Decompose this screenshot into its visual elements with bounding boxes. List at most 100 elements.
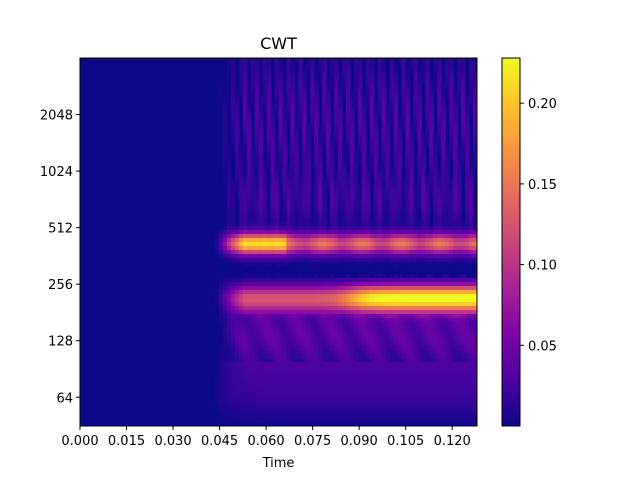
heatmap-cell	[282, 222, 288, 227]
heatmap-cell	[230, 418, 236, 423]
heatmap-cell	[421, 350, 426, 355]
heatmap-cell	[278, 70, 284, 75]
heatmap-cell	[349, 370, 355, 375]
heatmap-cell	[433, 214, 438, 219]
heatmap-cell	[246, 230, 252, 235]
heatmap-cell	[397, 282, 403, 287]
heatmap-cell	[262, 90, 268, 95]
heatmap-cell	[357, 322, 363, 327]
heatmap-cell	[393, 418, 399, 423]
heatmap-cell	[218, 398, 224, 403]
heatmap-cell	[238, 322, 244, 327]
heatmap-cell	[421, 190, 426, 195]
heatmap-cell	[449, 246, 454, 251]
heatmap-cell	[306, 314, 311, 319]
heatmap-cell	[377, 234, 383, 239]
heatmap-cell	[389, 418, 395, 423]
heatmap-cell	[262, 302, 268, 307]
heatmap-cell	[409, 126, 415, 131]
heatmap-cell	[250, 178, 256, 183]
heatmap-cell	[226, 58, 232, 63]
heatmap-cell	[310, 314, 315, 319]
heatmap-cell	[405, 294, 411, 299]
heatmap-cell	[222, 326, 228, 331]
heatmap-cell	[246, 98, 252, 103]
heatmap-cell	[441, 386, 446, 391]
heatmap-cell	[409, 130, 415, 135]
heatmap-cell	[222, 174, 228, 179]
heatmap-cell	[214, 302, 220, 307]
heatmap-cell	[242, 138, 248, 143]
heatmap-cell	[282, 382, 288, 387]
heatmap-cell	[246, 234, 252, 239]
heatmap-cell	[342, 150, 347, 155]
heatmap-cell	[413, 246, 419, 251]
heatmap-cell	[357, 114, 363, 119]
heatmap-cell	[453, 350, 458, 355]
heatmap-cell	[405, 162, 411, 167]
heatmap-cell	[409, 386, 415, 391]
heatmap-cell	[417, 78, 423, 83]
heatmap-cell	[298, 370, 303, 375]
heatmap-cell	[242, 230, 248, 235]
heatmap-cell	[457, 298, 462, 303]
heatmap-cell	[306, 162, 311, 167]
heatmap-cell	[349, 214, 355, 219]
heatmap-cell	[322, 186, 327, 191]
heatmap-cell	[353, 90, 359, 95]
heatmap-cell	[449, 86, 454, 91]
heatmap-cell	[349, 158, 355, 163]
heatmap-cell	[218, 378, 224, 383]
heatmap-cell	[409, 366, 415, 371]
heatmap-cell	[298, 66, 303, 71]
heatmap-cell	[365, 78, 371, 83]
heatmap-cell	[429, 166, 434, 171]
heatmap-cell	[342, 418, 347, 423]
heatmap-cell	[397, 210, 403, 215]
heatmap-cell	[365, 258, 371, 263]
heatmap-cell	[246, 146, 252, 151]
heatmap-cell	[397, 130, 403, 135]
heatmap-cell	[290, 250, 295, 255]
heatmap-cell	[294, 314, 299, 319]
heatmap-cell	[369, 386, 375, 391]
heatmap-cell	[278, 382, 284, 387]
heatmap-cell	[322, 286, 327, 291]
heatmap-cell	[365, 178, 371, 183]
heatmap-cell	[258, 154, 264, 159]
heatmap-cell	[445, 342, 450, 347]
heatmap-cell	[302, 182, 307, 187]
heatmap-cell	[381, 410, 387, 415]
heatmap-cell	[282, 126, 288, 131]
heatmap-cell	[270, 382, 276, 387]
heatmap-cell	[397, 338, 403, 343]
heatmap-cell	[357, 234, 363, 239]
heatmap-cell	[425, 134, 430, 139]
heatmap-cell	[230, 410, 236, 415]
heatmap-cell	[441, 98, 446, 103]
heatmap-cell	[457, 246, 462, 251]
heatmap-cell	[238, 194, 244, 199]
heatmap-cell	[334, 362, 339, 367]
heatmap-cell	[314, 322, 319, 327]
heatmap-cell	[334, 234, 339, 239]
heatmap-cell	[373, 250, 379, 255]
heatmap-cell	[234, 122, 240, 127]
heatmap-cell	[381, 322, 387, 327]
heatmap-cell	[278, 342, 284, 347]
heatmap-cell	[290, 186, 295, 191]
heatmap-cell	[342, 62, 347, 67]
heatmap-cell	[397, 234, 403, 239]
heatmap-cell	[242, 174, 248, 179]
heatmap-cell	[326, 294, 331, 299]
heatmap-cell	[429, 374, 434, 379]
heatmap-cell	[453, 370, 458, 375]
heatmap-cell	[270, 242, 276, 247]
heatmap-cell	[417, 290, 423, 295]
heatmap-cell	[318, 346, 323, 351]
heatmap-cell	[338, 378, 343, 383]
heatmap-cell	[278, 230, 284, 235]
heatmap-cell	[294, 246, 299, 251]
heatmap-cell	[365, 382, 371, 387]
heatmap-cell	[377, 210, 383, 215]
